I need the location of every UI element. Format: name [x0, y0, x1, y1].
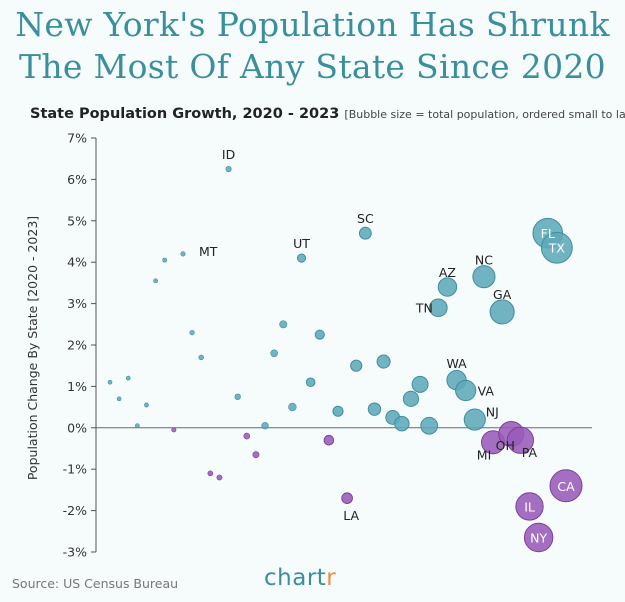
bubble-state — [350, 359, 363, 372]
headline-line-1: New York's Population Has Shrunk — [15, 5, 610, 44]
bubble-state — [198, 354, 204, 361]
y-tick-label: -3% — [63, 545, 87, 560]
y-tick-label: 3% — [67, 296, 87, 311]
bubble-nc — [472, 265, 496, 289]
state-label-az: AZ — [439, 265, 456, 280]
bubble-state — [207, 470, 214, 477]
bubble-nj — [463, 408, 486, 431]
state-label-oh: OH — [496, 438, 515, 453]
bubble-ca — [549, 469, 583, 503]
state-label-tx: TX — [548, 241, 566, 256]
state-label-id: ID — [222, 147, 235, 162]
bubble-ga — [489, 299, 515, 325]
bubble-state — [189, 329, 195, 336]
y-tick-label: 6% — [67, 172, 87, 187]
bubble-ny — [523, 522, 554, 553]
bubble-state — [376, 354, 391, 369]
bubble-state — [270, 349, 278, 358]
state-label-il: IL — [524, 499, 535, 514]
state-label-fl: FL — [541, 226, 555, 241]
bubble-state — [305, 377, 316, 388]
bubble-ut — [296, 253, 307, 263]
bubble-state — [135, 423, 140, 429]
bubble-state — [279, 320, 288, 329]
y-tick-label: 1% — [67, 379, 87, 394]
brand-logo: chartr — [264, 565, 336, 591]
state-label-mi: MI — [477, 447, 491, 462]
state-label-ca: CA — [557, 479, 575, 494]
y-tick-label: 0% — [67, 420, 87, 435]
bubble-state — [252, 451, 260, 459]
bubble-state — [125, 375, 131, 381]
chart-subtitle: State Population Growth, 2020 - 2023 — [30, 106, 340, 122]
bubble-tn — [429, 298, 448, 318]
state-label-sc: SC — [357, 211, 374, 226]
state-label-ga: GA — [493, 287, 512, 302]
bubble-il — [515, 492, 544, 521]
bubble-state — [323, 434, 335, 446]
y-tick-label: 5% — [67, 213, 87, 228]
bubble-va — [455, 379, 477, 402]
bubble-state — [153, 278, 158, 284]
y-tick-label: 2% — [67, 338, 87, 353]
bubble-pa — [506, 426, 535, 454]
bubble-state — [420, 416, 439, 435]
state-label-tn: TN — [415, 301, 433, 316]
bubble-state — [394, 415, 410, 432]
bubble-az — [437, 277, 458, 297]
brand-logo-accent: r — [326, 565, 337, 591]
bubble-state — [144, 402, 149, 408]
bubble-mt — [180, 251, 186, 257]
bubble-state — [116, 396, 122, 402]
bubble-state — [402, 390, 420, 407]
brand-logo-main: chart — [264, 565, 327, 591]
state-label-wa: WA — [446, 356, 467, 371]
y-tick-label: -2% — [63, 503, 87, 518]
bubble-state — [216, 474, 223, 481]
bubble-state — [314, 329, 325, 340]
bubble-sc — [358, 226, 372, 240]
state-label-mt: MT — [199, 244, 218, 259]
y-tick-label: 4% — [67, 255, 87, 270]
state-label-pa: PA — [522, 445, 538, 460]
bubble-la — [341, 492, 353, 505]
bubble-layer — [107, 166, 583, 553]
y-tick-label: -1% — [63, 462, 87, 477]
y-axis: -3% -2% -1% 0% 1% 2% 3% 4% 5% 6% 7% — [63, 131, 592, 560]
state-label-ut: UT — [293, 236, 310, 251]
bubble-state — [332, 405, 344, 417]
bubble-tx — [540, 231, 573, 264]
bubble-state — [288, 402, 297, 412]
state-label-nj: NJ — [486, 405, 499, 420]
chart-subtitle-note: [Bubble size = total population, ordered… — [344, 108, 625, 121]
state-label-nc: NC — [475, 253, 493, 268]
bubble-state — [411, 375, 429, 393]
bubble-id — [225, 166, 232, 173]
y-tick-label: 7% — [67, 131, 87, 146]
state-label-ny: NY — [530, 531, 547, 546]
bubble-state — [261, 422, 269, 430]
bubble-state — [162, 257, 168, 263]
bubble-state — [171, 427, 177, 433]
source-note: Source: US Census Bureau — [12, 576, 179, 591]
state-label-la: LA — [343, 508, 359, 523]
bubble-state — [367, 402, 382, 416]
bubble-state — [234, 393, 241, 400]
bubble-state — [243, 432, 251, 440]
headline-line-2: The Most Of Any State Since 2020 — [19, 47, 606, 86]
chart-subtitle-row: State Population Growth, 2020 - 2023 [Bu… — [30, 103, 625, 122]
y-axis-label: Population Change By State [2020 - 2023] — [25, 216, 40, 480]
bubble-state — [107, 379, 113, 385]
state-label-va: VA — [478, 384, 495, 399]
headline: New York's Population Has Shrunk The Mos… — [0, 4, 625, 88]
